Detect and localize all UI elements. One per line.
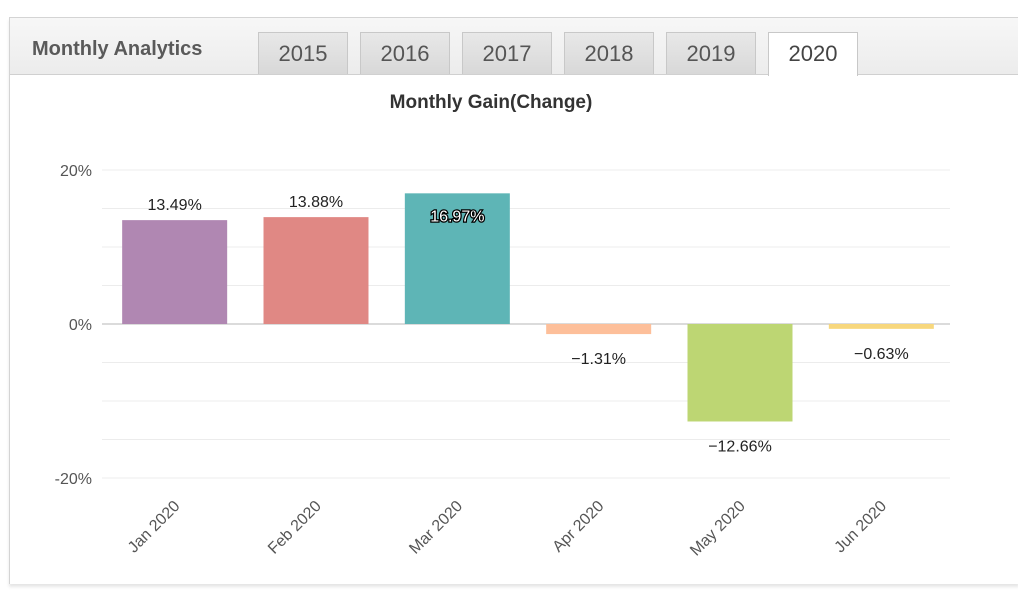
- bars: [122, 193, 934, 422]
- x-tick-label: Feb 2020: [265, 498, 325, 558]
- panel-title: Monthly Analytics: [32, 38, 203, 60]
- data-label: 13.49%: [148, 197, 202, 214]
- y-tick-label: 0%: [69, 317, 92, 334]
- x-tick-label: May 2020: [687, 498, 749, 560]
- tab-2015[interactable]: 2015: [258, 32, 348, 74]
- x-tick-label: Jun 2020: [832, 498, 891, 557]
- grid-lines: [102, 169, 950, 479]
- tab-2020[interactable]: 2020: [768, 32, 858, 76]
- data-label: −12.66%: [708, 438, 772, 455]
- data-label: −0.63%: [854, 346, 909, 363]
- x-tick-label: Apr 2020: [550, 498, 608, 556]
- data-labels: 13.49% 13.88% 16.97% −1.31% −12.66% −0.63%: [148, 194, 909, 455]
- tab-2016[interactable]: 2016: [360, 32, 450, 74]
- bar[interactable]: [404, 193, 510, 324]
- bar[interactable]: [546, 324, 652, 335]
- tab-2017[interactable]: 2017: [462, 32, 552, 74]
- chart-area: Monthly Gain(Change) 20% 0% -20% 13.49% 13.…: [10, 75, 1018, 584]
- bar[interactable]: [263, 217, 369, 324]
- data-label: 16.97%: [430, 208, 484, 225]
- x-tick-label: Jan 2020: [125, 498, 184, 557]
- tab-2018[interactable]: 2018: [564, 32, 654, 74]
- x-axis: Jan 2020 Feb 2020 Mar 2020 Apr 2020 May 2020…: [125, 498, 890, 560]
- monthly-gain-chart: Monthly Gain(Change) 20%0%-20% 13.49% 13.…: [55, 92, 950, 560]
- panel-header: Monthly Analytics 2015 2016 2017 2018 20…: [10, 18, 1018, 76]
- data-label: −1.31%: [571, 351, 626, 368]
- monthly-analytics-panel: Monthly Analytics 2015 2016 2017 2018 20…: [9, 17, 1018, 584]
- tab-2019[interactable]: 2019: [666, 32, 756, 74]
- x-tick-label: Mar 2020: [406, 498, 466, 558]
- data-label: 13.88%: [289, 194, 343, 211]
- y-tick-label: -20%: [55, 471, 92, 488]
- bar[interactable]: [828, 324, 934, 329]
- y-axis: 20% 0% -20%: [55, 163, 92, 488]
- bar[interactable]: [687, 324, 793, 422]
- bar[interactable]: [122, 220, 228, 324]
- chart-title: Monthly Gain(Change): [390, 92, 593, 113]
- y-tick-label: 20%: [60, 163, 92, 180]
